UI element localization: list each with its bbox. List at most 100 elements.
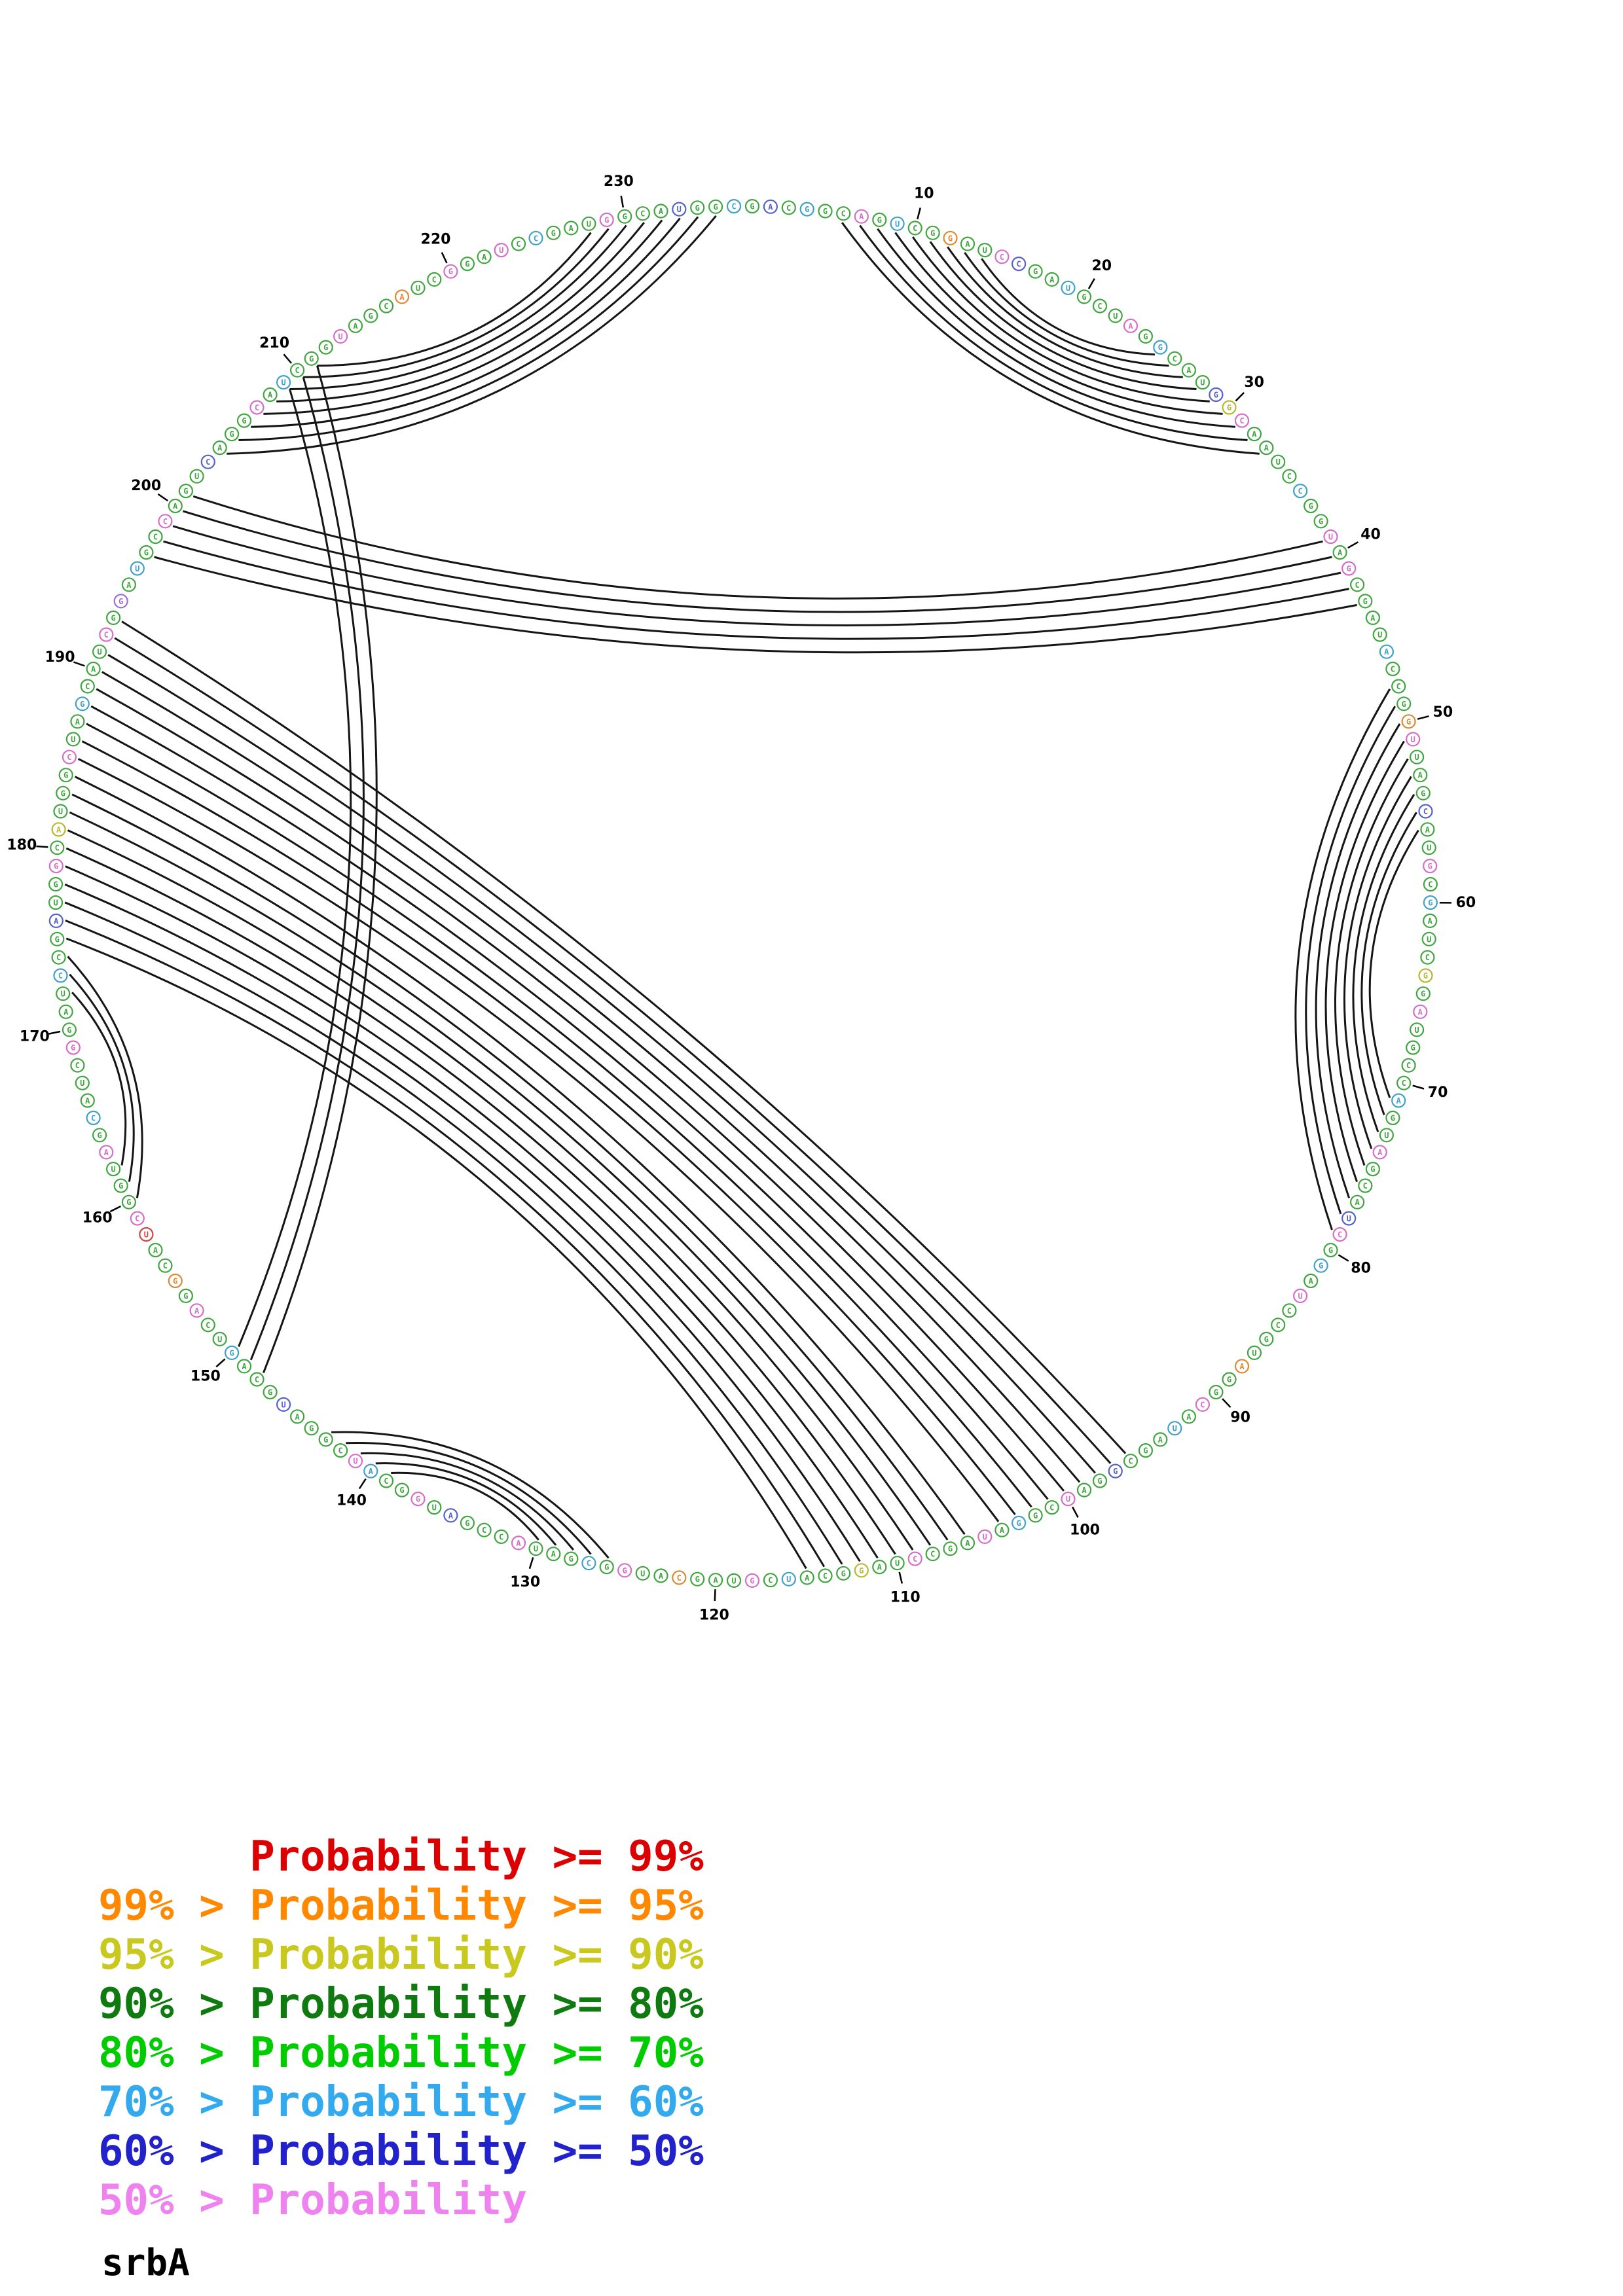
- residue-dot: [1379, 1128, 1394, 1143]
- residue-dot: [1341, 561, 1357, 576]
- pairing-arc: [947, 246, 1183, 378]
- residue-dot: [1234, 413, 1250, 428]
- residue-letter: G: [1370, 1165, 1375, 1174]
- residue-dot: [1332, 1227, 1347, 1242]
- residue-letter: G: [309, 1424, 314, 1433]
- tick-line: [528, 1557, 534, 1570]
- residue-letter: A: [126, 581, 132, 590]
- pairing-arc: [65, 937, 807, 1570]
- residue-letter: G: [55, 935, 60, 944]
- residue-letter: A: [1428, 916, 1433, 925]
- residue-letter: G: [805, 205, 809, 214]
- residue-dot: [744, 1573, 760, 1588]
- residue-dot: [1304, 498, 1319, 514]
- residue-dot: [494, 243, 509, 258]
- pairing-arc: [107, 654, 1096, 1474]
- residue-dot: [818, 204, 833, 219]
- residue-letter: U: [1066, 283, 1070, 293]
- residue-dot: [304, 1421, 319, 1436]
- residue-letter: G: [1328, 1246, 1333, 1255]
- residue-dot: [263, 387, 278, 403]
- residue-letter: G: [448, 267, 453, 276]
- residue-letter: A: [551, 1550, 556, 1559]
- residue-dot: [617, 1563, 632, 1578]
- residue-dot: [635, 1566, 650, 1581]
- tick-line: [714, 1589, 716, 1602]
- residue-letter: U: [587, 219, 591, 228]
- residue-letter: U: [1066, 1495, 1070, 1504]
- tick-label: 20: [1091, 258, 1112, 274]
- residue-dot: [1406, 1040, 1421, 1055]
- tick-line: [358, 1478, 367, 1490]
- residue-dot: [1413, 768, 1428, 783]
- residue-dot: [1418, 804, 1433, 819]
- residue-letter: G: [111, 613, 115, 622]
- residue-letter: G: [61, 789, 65, 798]
- residue-letter: A: [85, 1096, 90, 1105]
- residue-dot: [58, 768, 73, 783]
- residue-dot: [48, 895, 64, 910]
- residue-letter: A: [75, 717, 81, 726]
- residue-dot: [994, 1522, 1010, 1537]
- residue-dot: [836, 206, 851, 221]
- residue-dot: [1313, 514, 1328, 529]
- residue-dot: [158, 514, 173, 529]
- residue-dot: [528, 230, 543, 245]
- residue-letter: G: [71, 1043, 75, 1052]
- residue-dot: [690, 1571, 705, 1587]
- residue-dot: [106, 1161, 121, 1177]
- residue-dot: [1358, 1178, 1373, 1193]
- residue-dot: [236, 413, 252, 428]
- pairing-arc: [227, 215, 717, 455]
- residue-dot: [1138, 1443, 1154, 1458]
- residue-letter: U: [895, 219, 900, 228]
- residue-dot: [48, 876, 64, 892]
- tick-label: 160: [82, 1210, 113, 1227]
- legend-item: Probability >= 99%: [98, 1833, 704, 1881]
- residue-dot: [854, 1563, 869, 1578]
- pairing-arc: [77, 758, 1000, 1522]
- residue-letter: C: [255, 1375, 259, 1384]
- residue-dot: [276, 1397, 291, 1412]
- residue-letter: G: [1143, 1446, 1148, 1456]
- residue-dot: [528, 1541, 543, 1556]
- residue-letter: G: [1406, 717, 1411, 726]
- residue-dot: [348, 318, 363, 333]
- residue-letter: A: [1000, 1526, 1005, 1535]
- residue-dot: [130, 561, 145, 576]
- residue-dot: [1385, 1110, 1400, 1126]
- tick-line: [36, 845, 48, 848]
- pairing-arc: [1343, 776, 1412, 1149]
- residue-letter: G: [1033, 1511, 1038, 1520]
- residue-dot: [86, 1110, 101, 1126]
- residue-letter: G: [1264, 1335, 1269, 1344]
- residue-dot: [1418, 968, 1433, 983]
- residue-dot: [599, 212, 614, 227]
- residue-letter: A: [1082, 1486, 1087, 1495]
- residue-letter: U: [97, 647, 101, 656]
- pairing-arc: [249, 376, 365, 1361]
- residue-dot: [1247, 1345, 1262, 1360]
- residue-letter: U: [895, 1559, 900, 1568]
- residue-letter: G: [53, 880, 58, 889]
- tick-label: 100: [1070, 1522, 1100, 1538]
- residue-letter: C: [1363, 1181, 1368, 1191]
- residue-dot: [1332, 545, 1347, 560]
- pairing-arc: [172, 525, 1341, 626]
- residue-letter: A: [369, 1467, 374, 1476]
- residue-dot: [564, 1551, 579, 1566]
- residue-letter: A: [1252, 430, 1257, 439]
- residue-letter: G: [229, 430, 234, 439]
- tick-label: 40: [1360, 527, 1381, 543]
- residue-dot: [1181, 1409, 1197, 1424]
- residue-letter: C: [1391, 665, 1395, 674]
- residue-letter: C: [1338, 1230, 1342, 1240]
- residue-letter: G: [1428, 862, 1432, 871]
- residue-letter: G: [465, 260, 469, 269]
- residue-letter: C: [1287, 1306, 1292, 1316]
- residue-dot: [56, 986, 71, 1001]
- residue-dot: [1391, 1093, 1406, 1108]
- residue-dot: [1401, 714, 1416, 729]
- residue-dot: [249, 1372, 264, 1387]
